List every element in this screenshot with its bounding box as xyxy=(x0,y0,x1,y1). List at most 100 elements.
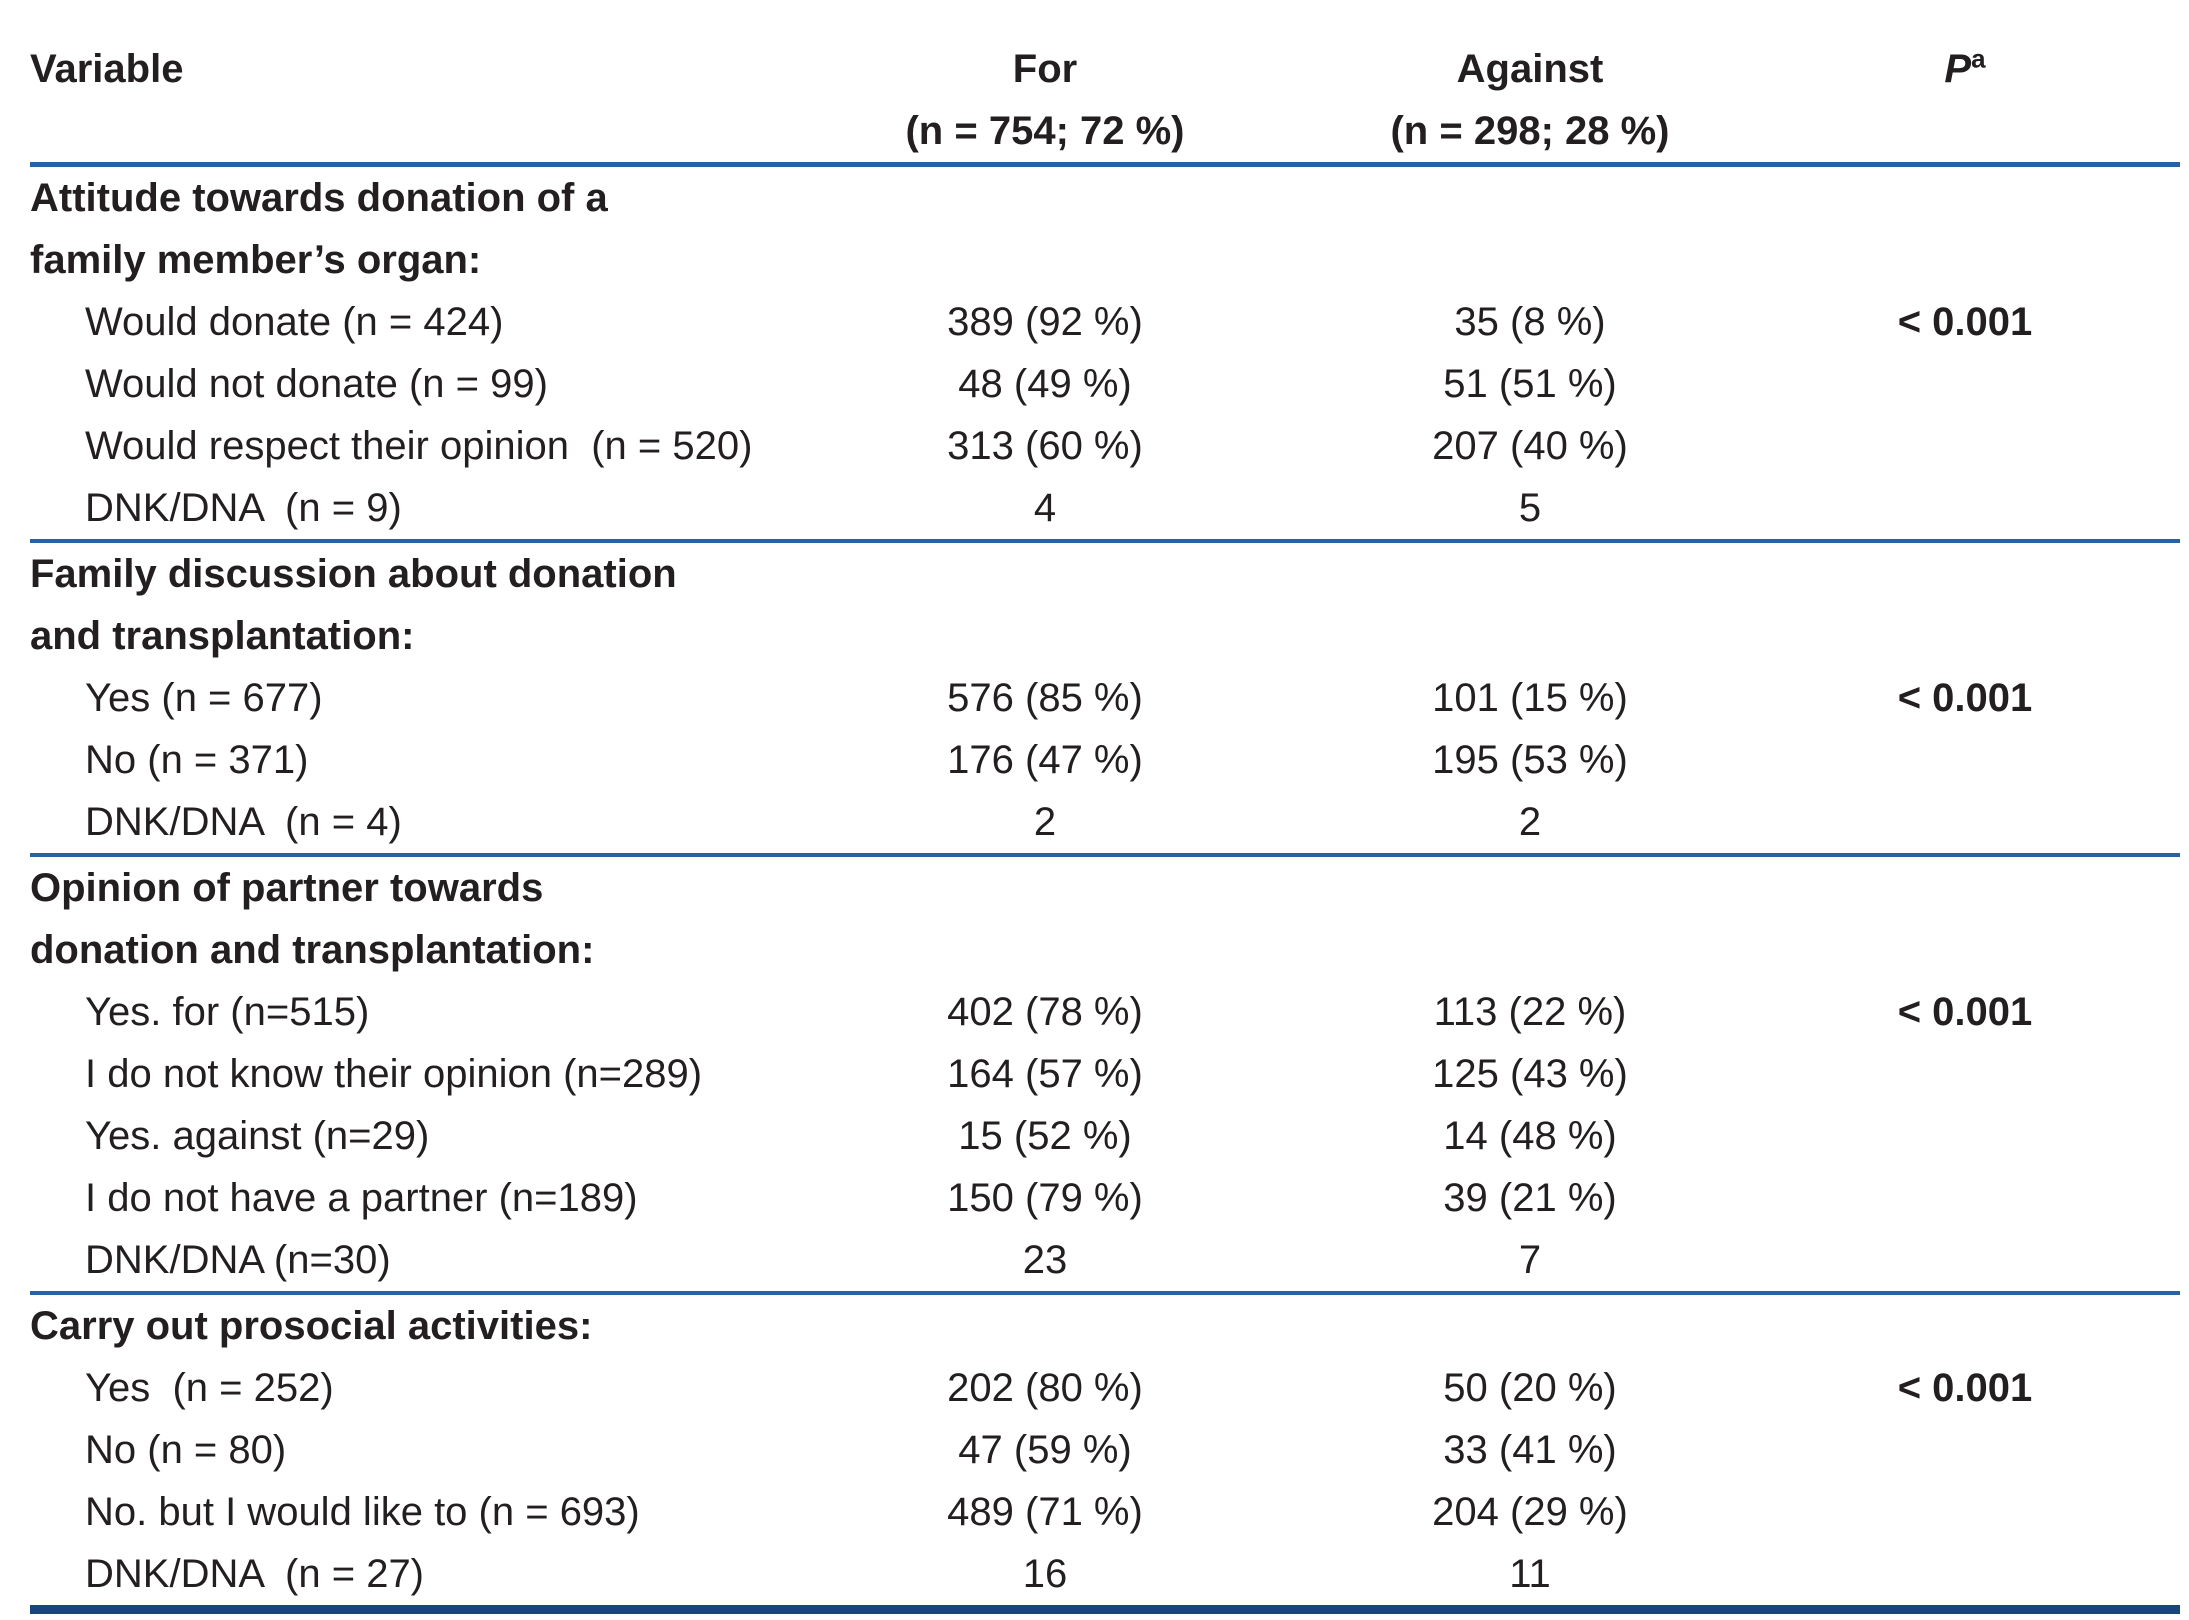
for-value-cell: 2 xyxy=(820,791,1270,857)
row-label: DNK/DNA (n = 9) xyxy=(30,477,820,543)
p-value-cell: < 0.001 xyxy=(1897,676,2033,720)
against-value-cell: 204 (29 %) xyxy=(1432,1490,1628,1534)
p-value-footnote-marker: a xyxy=(1971,43,1986,74)
table-row: Yes. against (n=29) 15 (52 %) 14 (48 %) xyxy=(30,1105,2180,1167)
row-label: DNK/DNA (n = 27) xyxy=(30,1543,820,1614)
table-row: Would not donate (n = 99) 48 (49 %) 51 (51… xyxy=(30,353,2180,415)
column-header-for: For (n = 754; 72 %) xyxy=(820,26,1270,167)
row-label: Yes. against (n=29) xyxy=(85,1114,430,1158)
row-label: Yes (n = 252) xyxy=(85,1366,334,1410)
for-value-cell: 576 (85 %) xyxy=(947,676,1143,720)
section-title: donation and transplantation: xyxy=(30,928,595,972)
table-row: DNK/DNA (n=30) 23 7 xyxy=(30,1229,2180,1295)
column-header-against-label: Against xyxy=(1456,47,1604,91)
column-header-against: Against (n = 298; 28 %) xyxy=(1270,26,1790,167)
table-row: Would respect their opinion (n = 520) 313… xyxy=(30,415,2180,477)
p-value-cell xyxy=(1790,353,2180,415)
against-value-cell: 5 xyxy=(1270,477,1790,543)
against-value-cell: 2 xyxy=(1270,791,1790,857)
section-title: Opinion of partner towards xyxy=(30,866,544,910)
p-value-cell xyxy=(1790,1043,2180,1105)
row-label: No (n = 371) xyxy=(85,738,309,782)
section-title: Family discussion about donation xyxy=(30,552,677,596)
header-row: Variable For (n = 754; 72 %) Against (n … xyxy=(30,26,2180,167)
table-row: Yes (n = 252) 202 (80 %) 50 (20 %) < 0.001 xyxy=(30,1357,2180,1419)
for-value-cell: 202 (80 %) xyxy=(947,1366,1143,1410)
p-value-cell xyxy=(1790,1167,2180,1229)
p-value-cell xyxy=(1790,1105,2180,1167)
against-value-cell: 113 (22 %) xyxy=(1433,990,1627,1034)
p-value-cell: < 0.001 xyxy=(1897,990,2033,1034)
section-title: Attitude towards donation of a xyxy=(30,176,608,220)
section-title: Carry out prosocial activities: xyxy=(30,1304,593,1348)
against-value-cell: 125 (43 %) xyxy=(1432,1052,1628,1096)
row-label: DNK/DNA (n=30) xyxy=(30,1229,820,1295)
row-label: DNK/DNA (n = 4) xyxy=(30,791,820,857)
for-value-cell: 164 (57 %) xyxy=(947,1052,1143,1096)
table-row: Yes (n = 677) 576 (85 %) 101 (15 %) < 0.001 xyxy=(30,667,2180,729)
for-value-cell: 15 (52 %) xyxy=(958,1114,1132,1158)
p-value-cell xyxy=(1790,1419,2180,1481)
p-value-cell xyxy=(1790,791,2180,857)
against-value-cell: 33 (41 %) xyxy=(1443,1428,1617,1472)
table-row: No. but I would like to (n = 693) 489 (71… xyxy=(30,1481,2180,1543)
table-row: Would donate (n = 424) 389 (92 %) 35 (8 %)… xyxy=(30,291,2180,353)
table-row: I do not know their opinion (n=289) 164 (… xyxy=(30,1043,2180,1105)
against-value-cell: 101 (15 %) xyxy=(1432,676,1628,720)
for-value-cell: 47 (59 %) xyxy=(958,1428,1132,1472)
section-title-row: and transplantation: xyxy=(30,605,2180,667)
against-value-cell: 39 (21 %) xyxy=(1443,1176,1617,1220)
for-value-cell: 402 (78 %) xyxy=(947,990,1143,1034)
column-header-for-label: For xyxy=(1012,47,1078,91)
table-row: No (n = 80) 47 (59 %) 33 (41 %) xyxy=(30,1419,2180,1481)
column-header-for-subtext: (n = 754; 72 %) xyxy=(905,109,1185,153)
p-value-cell xyxy=(1790,1481,2180,1543)
row-label: Would donate (n = 424) xyxy=(85,300,504,344)
against-value-cell: 11 xyxy=(1270,1543,1790,1614)
section-title-row: family member’s organ: xyxy=(30,229,2180,291)
for-value-cell: 389 (92 %) xyxy=(947,300,1143,344)
section-title-row: Opinion of partner towards xyxy=(30,855,2180,919)
table-row: DNK/DNA (n = 4) 2 2 xyxy=(30,791,2180,857)
column-header-against-subtext: (n = 298; 28 %) xyxy=(1390,109,1670,153)
row-label: Would not donate (n = 99) xyxy=(85,362,548,406)
against-value-cell: 207 (40 %) xyxy=(1432,424,1628,468)
section-title-row: Carry out prosocial activities: xyxy=(30,1293,2180,1357)
section-title-row: Attitude towards donation of a xyxy=(30,165,2180,230)
for-value-cell: 16 xyxy=(820,1543,1270,1614)
against-value-cell: 14 (48 %) xyxy=(1443,1114,1617,1158)
p-value-cell: < 0.001 xyxy=(1897,300,2033,344)
for-value-cell: 489 (71 %) xyxy=(947,1490,1143,1534)
for-value-cell: 4 xyxy=(820,477,1270,543)
row-label: Would respect their opinion (n = 520) xyxy=(85,424,753,468)
row-label: I do not know their opinion (n=289) xyxy=(85,1052,703,1096)
for-value-cell: 176 (47 %) xyxy=(947,738,1143,782)
column-header-p-value: Pa xyxy=(1790,26,2180,167)
section-title-row: donation and transplantation: xyxy=(30,919,2180,981)
section-title: family member’s organ: xyxy=(30,238,482,282)
p-value-cell xyxy=(1790,1229,2180,1295)
table-row: I do not have a partner (n=189) 150 (79 %… xyxy=(30,1167,2180,1229)
column-header-variable: Variable xyxy=(30,26,820,167)
p-value-symbol: P xyxy=(1944,47,1972,91)
for-value-cell: 23 xyxy=(820,1229,1270,1295)
table-row: DNK/DNA (n = 27) 16 11 xyxy=(30,1543,2180,1614)
statistics-table: Variable For (n = 754; 72 %) Against (n … xyxy=(30,26,2180,1614)
section-title-row: Family discussion about donation xyxy=(30,541,2180,605)
table-row: DNK/DNA (n = 9) 4 5 xyxy=(30,477,2180,543)
against-value-cell: 7 xyxy=(1270,1229,1790,1295)
table-row: No (n = 371) 176 (47 %) 195 (53 %) xyxy=(30,729,2180,791)
p-value-cell xyxy=(1790,477,2180,543)
p-value-cell xyxy=(1790,415,2180,477)
row-label: I do not have a partner (n=189) xyxy=(85,1176,638,1220)
against-value-cell: 35 (8 %) xyxy=(1454,300,1606,344)
for-value-cell: 150 (79 %) xyxy=(947,1176,1143,1220)
row-label: Yes. for (n=515) xyxy=(85,990,370,1034)
for-value-cell: 313 (60 %) xyxy=(947,424,1143,468)
table-row: Yes. for (n=515) 402 (78 %) 113 (22 %) < 0.… xyxy=(30,981,2180,1043)
row-label: No. but I would like to (n = 693) xyxy=(85,1490,640,1534)
row-label: No (n = 80) xyxy=(85,1428,287,1472)
p-value-cell xyxy=(1790,729,2180,791)
against-value-cell: 51 (51 %) xyxy=(1443,362,1617,406)
